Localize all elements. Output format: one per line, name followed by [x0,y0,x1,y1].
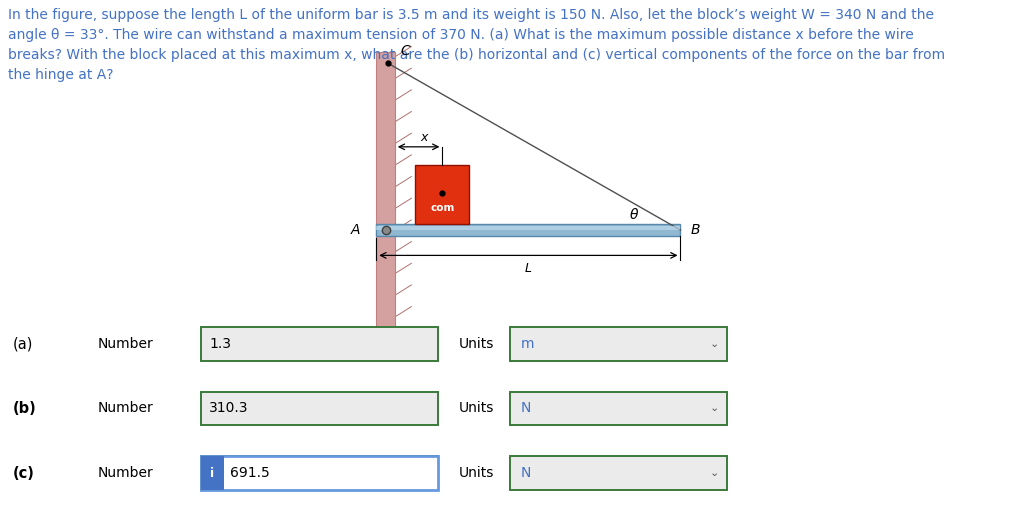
Text: 691.5: 691.5 [230,466,270,480]
Text: L: L [525,262,532,275]
Text: Number: Number [98,401,154,416]
Text: ⌄: ⌄ [709,403,720,414]
Text: Units: Units [459,401,494,416]
Bar [201,456,438,490]
Bar [376,226,680,230]
Bar [201,456,224,490]
Text: N: N [521,466,531,480]
Text: 310.3: 310.3 [209,401,248,416]
Text: i: i [210,466,214,480]
Text: (c): (c) [12,465,34,481]
Text: 1.3: 1.3 [209,337,231,351]
Bar [376,224,680,236]
Text: ⌄: ⌄ [709,339,720,349]
Bar [201,456,438,490]
Text: x: x [420,131,428,144]
Bar [510,327,727,361]
Text: Units: Units [459,466,494,480]
Bar [201,392,438,425]
Text: In the figure, suppose the length L of the uniform bar is 3.5 m and its weight i: In the figure, suppose the length L of t… [8,8,945,82]
Text: com: com [430,203,455,212]
Text: Number: Number [98,466,154,480]
Bar [376,52,395,352]
Text: C: C [400,44,409,58]
Text: N: N [521,401,531,416]
Text: B: B [691,223,700,237]
Text: Number: Number [98,337,154,351]
Bar [510,456,727,490]
Bar [510,392,727,425]
Text: $\theta$: $\theta$ [629,207,639,222]
Text: ⌄: ⌄ [709,468,720,478]
Text: (a): (a) [12,336,33,352]
Text: Units: Units [459,337,494,351]
Text: A: A [351,223,360,237]
Bar [201,327,438,361]
Text: (b): (b) [12,401,36,416]
Text: m: m [521,337,534,351]
Bar [415,165,469,224]
